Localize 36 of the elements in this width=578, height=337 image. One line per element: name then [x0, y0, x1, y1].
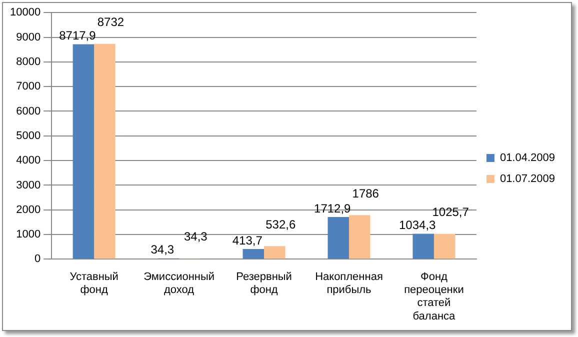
y-tick-label: 1000 — [16, 228, 41, 241]
y-tick-label: 8000 — [16, 56, 41, 68]
data-label: 34,3 — [184, 230, 208, 244]
x-tick-label: Накопленная прибыль — [315, 270, 383, 296]
data-label: 8732 — [97, 15, 124, 30]
data-label: 8717,9 — [59, 28, 96, 43]
y-tick-label: 0 — [34, 253, 41, 266]
y-tick-label: 5000 — [16, 130, 41, 142]
bar — [94, 44, 116, 259]
x-tick-label: Уставный фонд — [70, 270, 118, 296]
data-label: 532,6 — [266, 217, 296, 232]
bar — [434, 234, 456, 259]
x-tick-label: Резервный фонд — [236, 270, 292, 296]
data-label: 413,7 — [232, 233, 263, 248]
x-tick-label: Эмиссионный доход — [144, 270, 215, 296]
bar — [264, 246, 286, 259]
y-tick-label: 2000 — [16, 204, 41, 216]
y-tick-label: 3000 — [16, 179, 41, 192]
y-tick-label: 7000 — [16, 80, 41, 93]
data-label: 1034,3 — [398, 218, 436, 232]
bar — [348, 215, 370, 259]
x-tick-label: Фонд переоценки статей баланса — [404, 270, 464, 322]
data-label: 1786 — [352, 186, 380, 200]
bar — [242, 249, 264, 259]
data-label: 34,3 — [150, 242, 174, 257]
bar — [72, 44, 94, 259]
y-tick-label: 6000 — [16, 105, 41, 118]
data-label: 1025,7 — [432, 205, 470, 220]
bar — [328, 216, 349, 259]
y-tick-label: 4000 — [16, 154, 41, 167]
data-label: 1712,9 — [314, 201, 352, 216]
y-tick-label: 10000 — [10, 6, 41, 19]
y-tick-label: 9000 — [16, 31, 41, 44]
legend-label: 01.07.2009 — [500, 173, 556, 186]
bar — [412, 234, 434, 259]
legend-label: 01.04.2009 — [500, 152, 556, 164]
